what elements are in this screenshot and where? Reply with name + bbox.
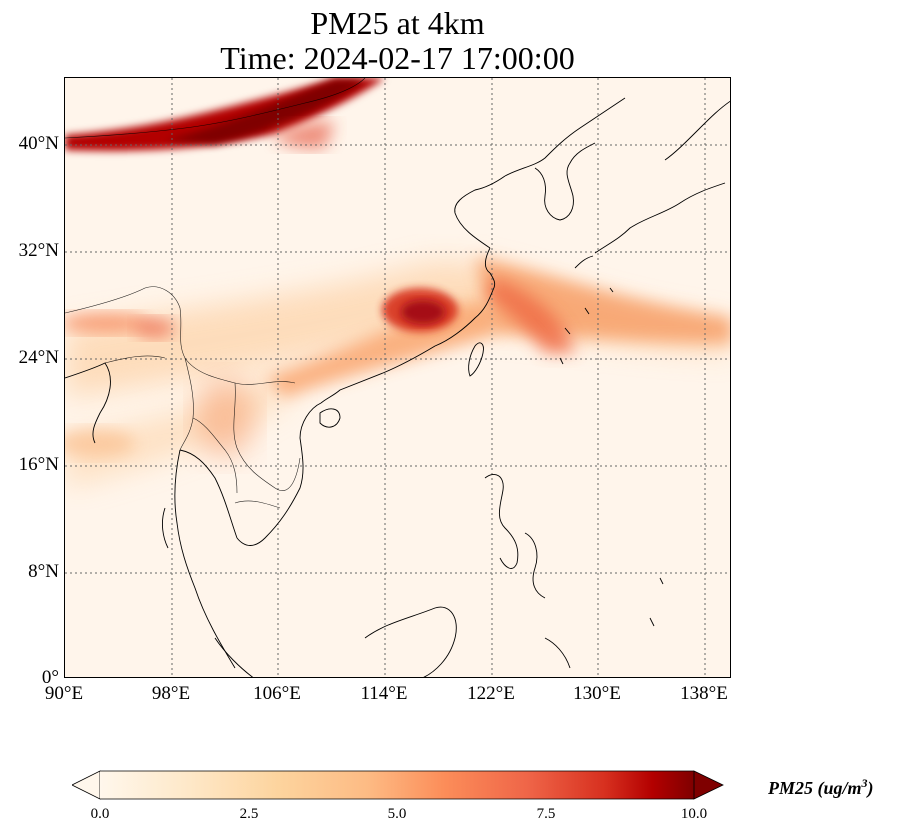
lat-label-24n: 24°N	[18, 347, 59, 368]
colorbar-label: PM25 (ug/m3)	[768, 776, 874, 798]
colorbar	[72, 770, 724, 800]
colorbar-gradient	[100, 771, 694, 799]
colorbar-tick: 10.0	[680, 806, 708, 822]
pm25-field	[65, 78, 730, 488]
lon-label-106e: 106°E	[253, 683, 301, 704]
lat-label-40n: 40°N	[18, 133, 59, 154]
lat-label-8n: 8°N	[28, 561, 59, 582]
grid-lines	[65, 78, 730, 677]
lon-label-122e: 122°E	[467, 683, 515, 704]
colorbar-tick: 0.0	[90, 806, 110, 822]
lon-label-90e: 90°E	[44, 683, 84, 704]
lon-label-114e: 114°E	[360, 683, 408, 704]
map-title: PM25 at 4km	[310, 5, 485, 41]
lon-label-130e: 130°E	[573, 683, 621, 704]
coastlines	[65, 97, 730, 677]
lon-label-98e: 98°E	[151, 683, 191, 704]
lat-label-16n: 16°N	[18, 454, 59, 475]
borders	[65, 78, 366, 509]
colorbar-tick: 5.0	[387, 806, 407, 822]
lon-label-138e: 138°E	[680, 683, 728, 704]
map-subtitle-time: Time: 2024-02-17 17:00:00	[220, 40, 575, 76]
colorbar-max-extend	[693, 770, 724, 800]
map-canvas	[65, 78, 730, 677]
colorbar-tick: 7.5	[536, 806, 556, 822]
colorbar-tick: 2.5	[239, 806, 259, 822]
lat-label-32n: 32°N	[18, 240, 59, 261]
colorbar-min-extend	[72, 770, 101, 800]
pm25-map	[64, 77, 731, 678]
lat-label-0: 0°	[41, 667, 59, 688]
